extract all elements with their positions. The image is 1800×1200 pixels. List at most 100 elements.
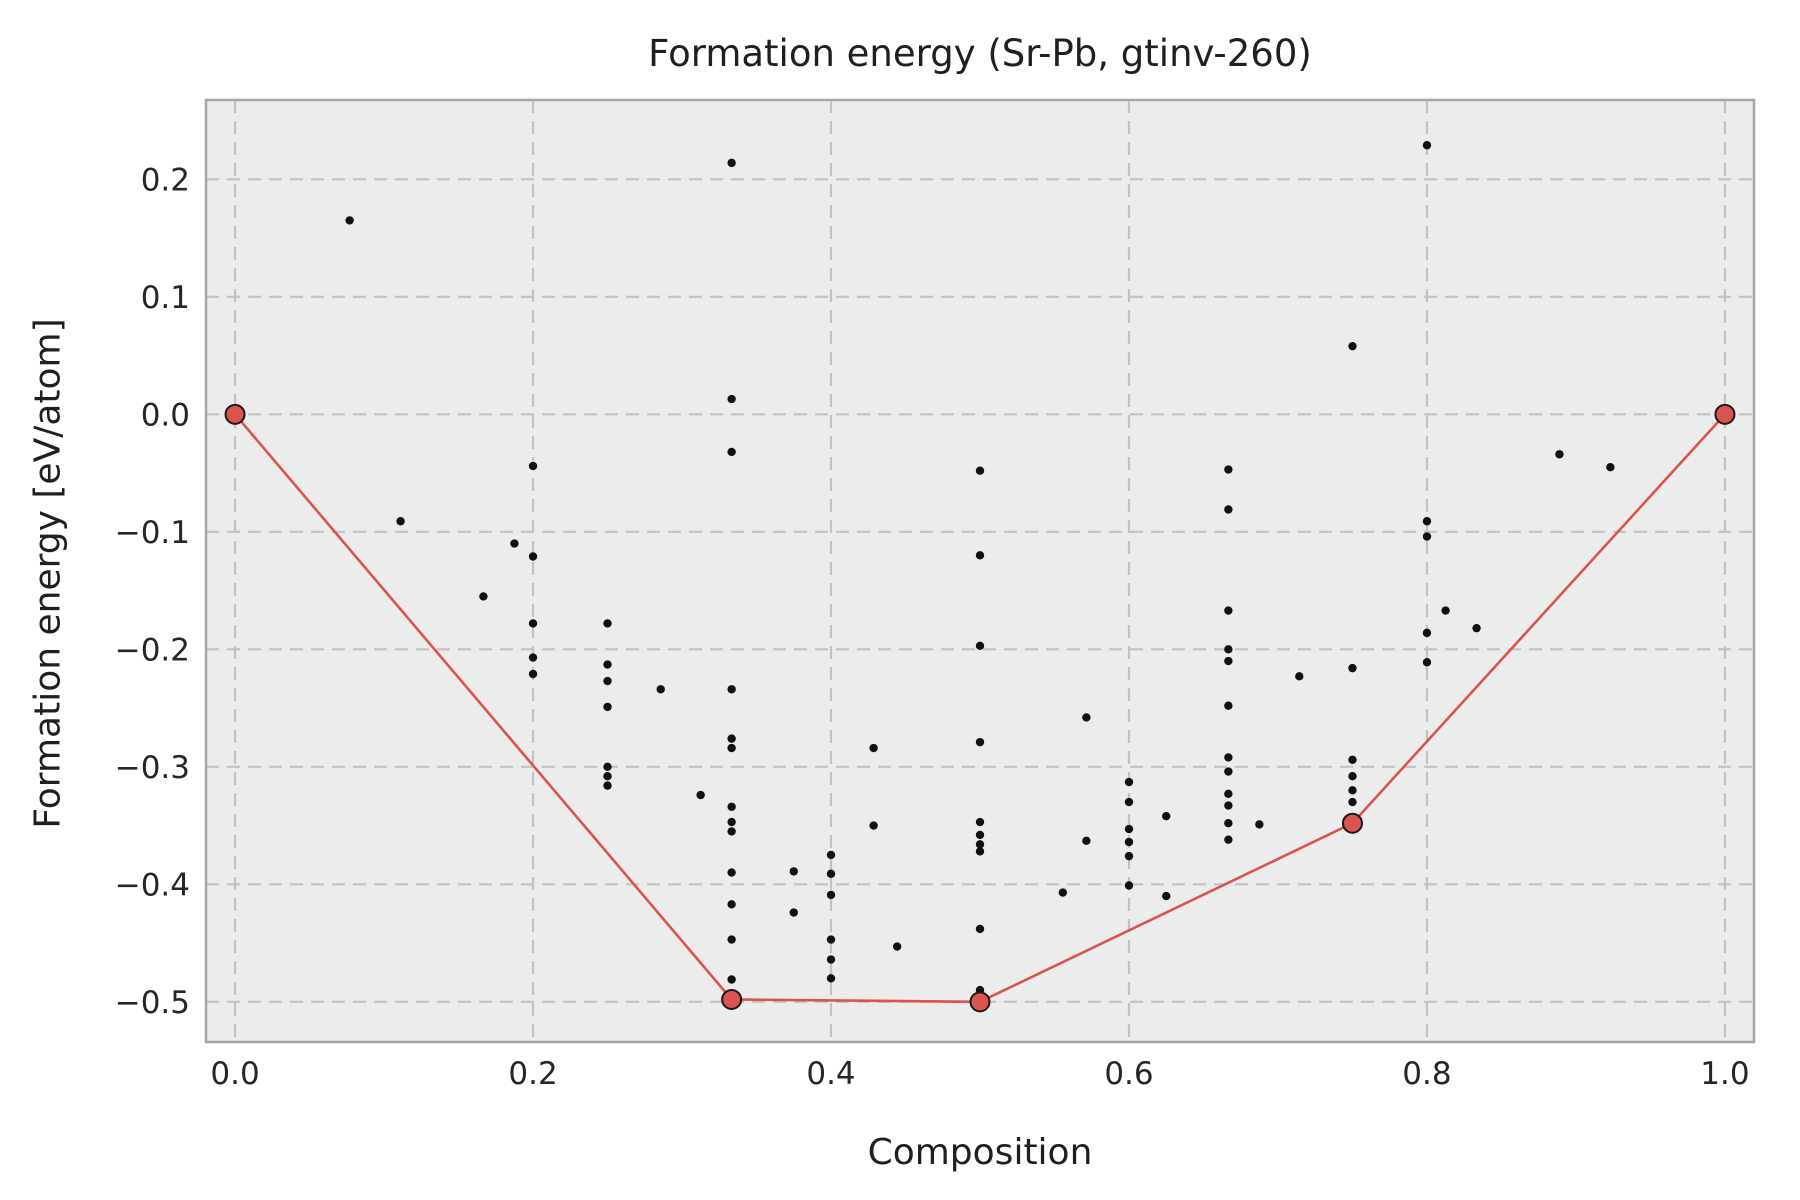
scatter-point — [696, 790, 705, 800]
y-tick-label: 0.0 — [141, 397, 190, 433]
y-tick-label: −0.5 — [115, 985, 190, 1021]
scatter-point — [975, 466, 985, 475]
scatter-point — [396, 517, 405, 526]
scatter-point — [975, 847, 985, 856]
y-tick-label: 0.2 — [141, 162, 190, 198]
scatter-point — [603, 781, 612, 790]
scatter-point — [826, 974, 836, 983]
scatter-point — [869, 821, 878, 830]
scatter-point — [528, 669, 538, 679]
scatter-point — [1422, 532, 1432, 541]
scatter-point — [727, 802, 736, 811]
scatter-point — [528, 619, 538, 628]
scatter-point — [727, 743, 736, 753]
scatter-point — [826, 890, 836, 900]
scatter-point — [727, 900, 736, 909]
scatter-point — [1295, 672, 1304, 681]
scatter-point — [869, 743, 878, 753]
axes-spines — [204, 98, 1756, 1044]
x-tick-label: 1.0 — [1700, 1056, 1749, 1092]
scatter-point — [656, 685, 665, 694]
scatter-point — [1124, 837, 1134, 847]
y-axis-label: Formation energy [eV/atom] — [27, 318, 69, 829]
scatter-point — [1162, 811, 1171, 821]
scatter-point — [1224, 835, 1233, 844]
scatter-point — [826, 850, 836, 860]
scatter-point — [727, 868, 736, 877]
hull-point — [1341, 812, 1363, 834]
scatter-point — [727, 827, 736, 836]
scatter-point — [727, 935, 736, 944]
scatter-point — [727, 734, 736, 743]
scatter-point — [1224, 789, 1233, 799]
scatter-point — [1472, 623, 1481, 633]
scatter-point — [1422, 628, 1432, 638]
scatter-point — [1124, 777, 1134, 787]
scatter-point — [826, 869, 836, 878]
scatter-point — [1224, 819, 1233, 828]
x-axis-label: Composition — [867, 1132, 1093, 1173]
scatter-point — [727, 394, 736, 404]
scatter-point — [528, 653, 538, 662]
scatter-point — [1082, 713, 1091, 722]
scatter-point — [603, 772, 612, 781]
scatter-point — [528, 461, 538, 471]
scatter-point — [1224, 505, 1233, 514]
y-tick-label: −0.2 — [115, 632, 190, 668]
scatter-point — [1124, 824, 1134, 834]
scatter-point — [1555, 450, 1564, 459]
scatter-point — [345, 216, 354, 225]
hull-point — [721, 988, 743, 1010]
scatter-point — [1224, 656, 1233, 666]
scatter-point — [1255, 820, 1264, 829]
scatter-point — [1224, 701, 1233, 710]
scatter-point — [1224, 645, 1233, 654]
hull-point — [1714, 403, 1736, 425]
scatter-point — [826, 935, 836, 944]
scatter-point — [1224, 606, 1233, 615]
scatter-point — [1441, 606, 1450, 615]
scatter-point — [975, 641, 985, 650]
scatter-point — [789, 867, 798, 876]
scatter-point — [1224, 767, 1233, 776]
scatter-point — [975, 737, 985, 747]
scatter-point — [479, 592, 488, 601]
scatter-point — [1348, 772, 1357, 781]
scatter-point — [1224, 753, 1233, 762]
scatter-point — [975, 830, 985, 840]
scatter-point — [1224, 465, 1233, 474]
scatter-point — [510, 539, 519, 548]
scatter-point — [826, 955, 836, 964]
y-tick-label: −0.3 — [115, 750, 190, 786]
scatter-point — [1224, 801, 1233, 810]
scatter-point — [1348, 341, 1357, 351]
scatter-point — [603, 619, 612, 628]
scatter-point — [1058, 888, 1068, 897]
x-tick-label: 0.8 — [1402, 1056, 1451, 1092]
scatter-point — [1348, 663, 1357, 673]
scatter-point — [603, 660, 612, 669]
scatter-point — [727, 975, 736, 984]
scatter-point — [1124, 797, 1134, 807]
scatter-point — [975, 551, 985, 560]
scatter-point — [1124, 851, 1134, 861]
scatter-point — [727, 158, 736, 168]
scatter-point — [789, 908, 798, 917]
scatter-point — [528, 552, 538, 561]
scatter-point — [1348, 797, 1357, 807]
scatter-point — [1348, 786, 1357, 795]
figure-title: Formation energy (Sr-Pb, gtinv-260) — [648, 32, 1312, 75]
scatter-point — [975, 817, 985, 827]
x-tick-label: 0.2 — [508, 1056, 557, 1092]
scatter-point — [603, 702, 612, 712]
scatter-point — [1082, 836, 1091, 846]
scatter-point — [1422, 141, 1432, 150]
scatter-point — [1422, 517, 1432, 526]
scatter-point — [1606, 462, 1615, 472]
plot-background — [206, 100, 1754, 1042]
scatter-point — [603, 676, 612, 686]
x-tick-label: 0.6 — [1104, 1056, 1153, 1092]
y-tick-label: −0.4 — [115, 867, 190, 903]
scatter-point — [727, 447, 736, 457]
